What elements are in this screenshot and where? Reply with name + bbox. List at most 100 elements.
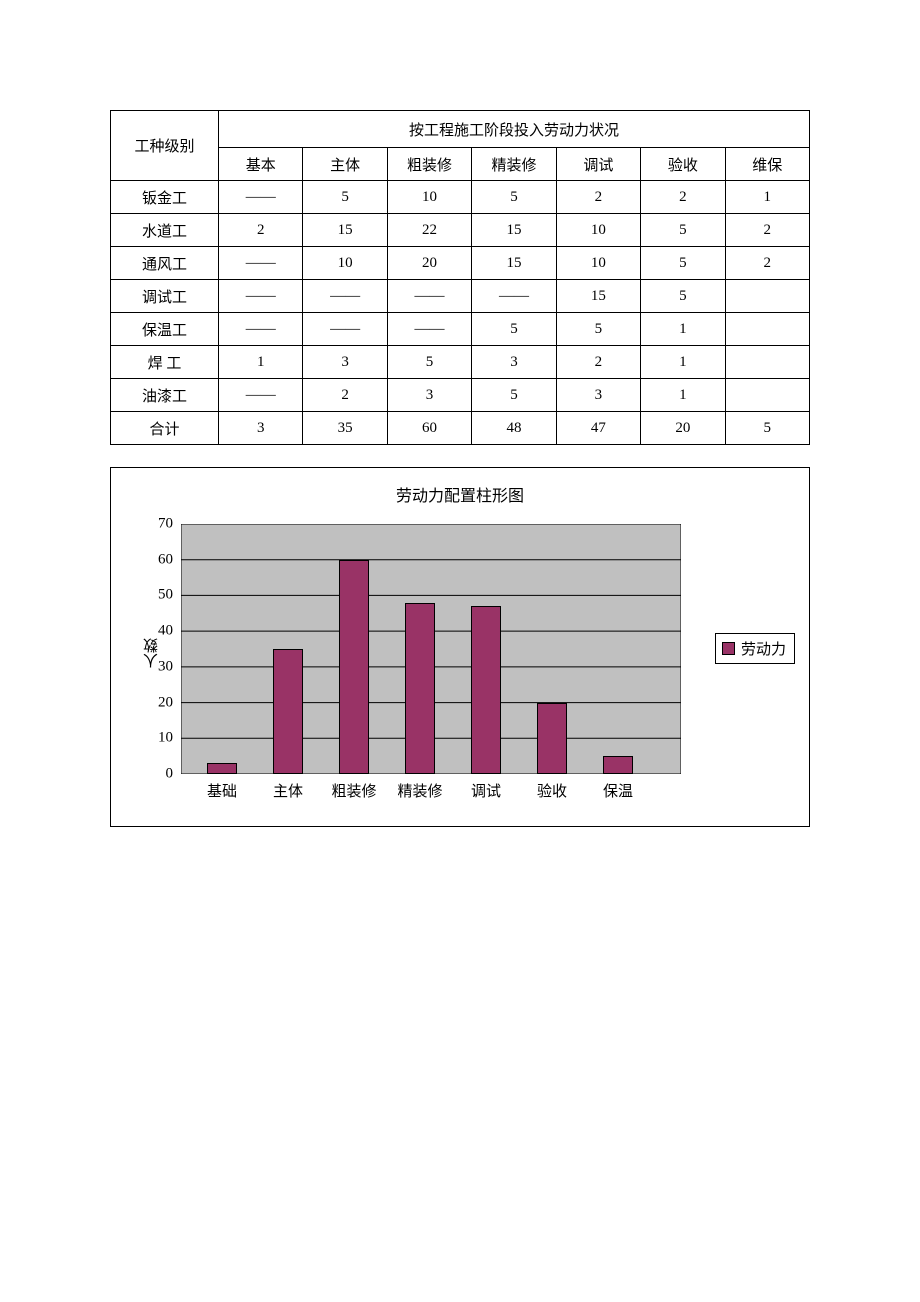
cell: 2	[725, 214, 809, 247]
table-row: 保温工——————551	[111, 313, 810, 346]
cell: ——	[387, 313, 471, 346]
column-header: 基本	[219, 148, 303, 181]
cell: ——	[219, 181, 303, 214]
x-tick-label: 验收	[537, 774, 567, 801]
column-header: 维保	[725, 148, 809, 181]
cell: 3	[303, 346, 387, 379]
cell: 10	[387, 181, 471, 214]
cell	[725, 346, 809, 379]
cell: 1	[725, 181, 809, 214]
y-tick-label: 0	[166, 766, 182, 783]
cell: 3	[219, 412, 303, 445]
cell: 1	[641, 379, 725, 412]
cell: 5	[303, 181, 387, 214]
cell: 20	[387, 247, 471, 280]
y-tick-label: 50	[158, 587, 181, 604]
cell: 20	[641, 412, 725, 445]
column-header: 主体	[303, 148, 387, 181]
y-tick-label: 10	[158, 730, 181, 747]
cell: 5	[387, 346, 471, 379]
table-row: 合计335604847205	[111, 412, 810, 445]
x-tick-label: 保温	[603, 774, 633, 801]
cell: 15	[472, 214, 556, 247]
row-label: 合计	[111, 412, 219, 445]
cell: 5	[641, 280, 725, 313]
bar	[405, 603, 435, 774]
cell: 2	[556, 181, 640, 214]
plot-area: 010203040506070基础主体粗装修精装修调试验收保温	[181, 524, 681, 774]
cell: 1	[641, 313, 725, 346]
row-label: 水道工	[111, 214, 219, 247]
cell: 3	[556, 379, 640, 412]
x-tick-label: 基础	[207, 774, 237, 801]
cell: 15	[472, 247, 556, 280]
cell: 5	[641, 247, 725, 280]
bar	[273, 649, 303, 774]
cell: ——	[219, 280, 303, 313]
cell: 5	[641, 214, 725, 247]
cell: 2	[556, 346, 640, 379]
cell: 22	[387, 214, 471, 247]
cell	[725, 313, 809, 346]
group-header: 按工程施工阶段投入劳动力状况	[219, 111, 810, 148]
table-row: 调试工————————155	[111, 280, 810, 313]
row-label: 油漆工	[111, 379, 219, 412]
y-tick-label: 40	[158, 623, 181, 640]
cell: 2	[725, 247, 809, 280]
cell: ——	[472, 280, 556, 313]
cell: 5	[472, 379, 556, 412]
row-label: 钣金工	[111, 181, 219, 214]
cell: 5	[556, 313, 640, 346]
y-tick-label: 60	[158, 551, 181, 568]
labor-table: 工种级别 按工程施工阶段投入劳动力状况 基本主体粗装修精装修调试验收维保 钣金工…	[110, 110, 810, 445]
bar	[603, 756, 633, 774]
cell: ——	[219, 379, 303, 412]
row-label: 调试工	[111, 280, 219, 313]
column-header: 调试	[556, 148, 640, 181]
cell: 2	[641, 181, 725, 214]
row-header: 工种级别	[111, 111, 219, 181]
bars-layer	[181, 524, 681, 774]
y-tick-label: 20	[158, 694, 181, 711]
cell: 1	[641, 346, 725, 379]
cell: 5	[725, 412, 809, 445]
cell: 47	[556, 412, 640, 445]
cell: 60	[387, 412, 471, 445]
cell: ——	[219, 313, 303, 346]
bar	[207, 763, 237, 774]
x-tick-label: 调试	[471, 774, 501, 801]
table-row: 通风工——1020151052	[111, 247, 810, 280]
table-row: 钣金工——5105221	[111, 181, 810, 214]
y-tick-label: 30	[158, 658, 181, 675]
x-tick-label: 精装修	[397, 774, 442, 801]
cell: 10	[556, 247, 640, 280]
table-row: 油漆工——23531	[111, 379, 810, 412]
column-header: 精装修	[472, 148, 556, 181]
cell: 2	[303, 379, 387, 412]
labor-chart: 劳动力配置柱形图 人数 010203040506070基础主体粗装修精装修调试验…	[110, 467, 810, 827]
bar	[471, 606, 501, 774]
bar	[339, 560, 369, 774]
row-label: 焊 工	[111, 346, 219, 379]
cell: 35	[303, 412, 387, 445]
cell: 10	[556, 214, 640, 247]
y-tick-label: 70	[158, 516, 181, 533]
legend-swatch	[722, 642, 735, 655]
cell: 48	[472, 412, 556, 445]
cell: ——	[303, 313, 387, 346]
legend: 劳动力	[715, 633, 795, 664]
cell: 10	[303, 247, 387, 280]
cell: 5	[472, 313, 556, 346]
table-row: 焊 工135321	[111, 346, 810, 379]
cell: 3	[472, 346, 556, 379]
table-row: 水道工21522151052	[111, 214, 810, 247]
x-tick-label: 粗装修	[331, 774, 376, 801]
row-label: 通风工	[111, 247, 219, 280]
cell: 15	[556, 280, 640, 313]
cell: 2	[219, 214, 303, 247]
cell: 5	[472, 181, 556, 214]
chart-title: 劳动力配置柱形图	[111, 482, 809, 506]
x-tick-label: 主体	[273, 774, 303, 801]
cell	[725, 280, 809, 313]
cell: ——	[387, 280, 471, 313]
